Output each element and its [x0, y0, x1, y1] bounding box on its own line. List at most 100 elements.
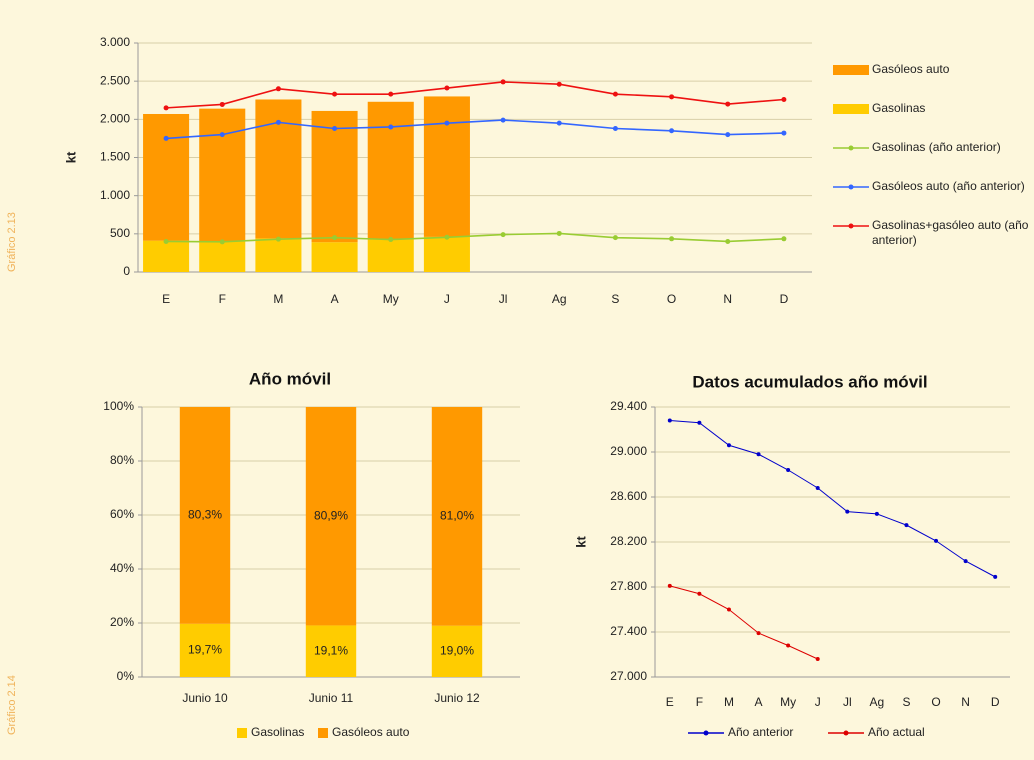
- line: [166, 81, 784, 109]
- marker: [993, 574, 998, 579]
- bar: [305, 625, 357, 677]
- legend-label: Gasóleos auto (año anterior): [872, 179, 1025, 193]
- marker: [332, 125, 338, 131]
- legend-item: Gasóleos auto (año anterior): [872, 179, 1025, 193]
- y-tick-label: 27.000: [610, 669, 647, 683]
- bar: [255, 238, 302, 272]
- bar: [179, 623, 231, 677]
- x-tick-label: N: [723, 292, 732, 306]
- marker: [163, 135, 169, 141]
- bar: [423, 236, 470, 272]
- legend-label: Año anterior: [728, 725, 793, 739]
- bar: [311, 110, 358, 243]
- marker: [556, 230, 562, 236]
- bar: [305, 407, 357, 626]
- data-label: 80,3%: [188, 508, 222, 522]
- marker: [500, 117, 506, 123]
- bar: [143, 240, 190, 272]
- line: [166, 119, 784, 140]
- legend-swatch: [833, 104, 869, 114]
- legend-marker: [703, 730, 709, 736]
- marker: [163, 238, 169, 244]
- marker: [219, 239, 225, 245]
- bar: [199, 108, 246, 242]
- y-axis-label: kt: [63, 151, 78, 163]
- legend-marker: [848, 145, 854, 151]
- bar: [179, 407, 231, 624]
- y-tick-label: 60%: [110, 507, 134, 521]
- legend-item: Gasolinas+gasóleo auto (año anterior): [872, 218, 1028, 247]
- chart-title: Datos acumulados año móvil: [692, 372, 927, 391]
- bar: [367, 101, 414, 240]
- x-tick-label: Ag: [870, 695, 885, 709]
- y-tick-label: 28.600: [610, 489, 647, 503]
- chart-title: Año móvil: [249, 369, 331, 388]
- marker: [388, 124, 394, 130]
- x-tick-label: M: [724, 695, 734, 709]
- marker: [669, 236, 675, 242]
- marker: [444, 85, 450, 91]
- marker: [904, 523, 909, 528]
- marker: [934, 538, 939, 543]
- marker: [725, 238, 731, 244]
- legend-item: Gasolinas: [872, 101, 926, 115]
- marker: [556, 120, 562, 126]
- y-tick-label: 20%: [110, 615, 134, 629]
- bar: [423, 96, 470, 237]
- marker: [781, 130, 787, 136]
- marker: [444, 234, 450, 240]
- marker: [815, 486, 820, 490]
- marker: [725, 132, 731, 138]
- y-tick-label: 29.000: [610, 444, 647, 458]
- bar: [367, 239, 414, 272]
- y-tick-label: 0%: [117, 669, 135, 683]
- x-tick-label: D: [780, 292, 789, 306]
- marker: [874, 511, 879, 516]
- line: [669, 585, 818, 660]
- legend-label: Gasolinas: [872, 101, 926, 115]
- x-tick-label: My: [383, 292, 399, 306]
- line: [166, 232, 784, 243]
- marker: [500, 79, 506, 85]
- x-tick-label: F: [219, 292, 226, 306]
- marker: [725, 101, 731, 107]
- marker: [500, 232, 506, 238]
- x-tick-label: Jl: [499, 292, 508, 306]
- bar: [311, 242, 358, 272]
- x-tick-label: M: [273, 292, 283, 306]
- marker: [781, 236, 787, 242]
- legend-label: Gasolinas (año anterior): [872, 140, 1001, 154]
- y-tick-label: 1.500: [100, 150, 130, 164]
- y-tick-label: 100%: [103, 399, 134, 413]
- legend-marker: [848, 184, 854, 190]
- marker: [756, 452, 761, 457]
- marker: [612, 235, 618, 241]
- marker: [726, 607, 731, 612]
- legend-label: Gasolinas: [251, 725, 304, 739]
- y-tick-label: 3.000: [100, 35, 130, 49]
- marker: [815, 657, 820, 661]
- x-tick-label: F: [696, 695, 703, 709]
- legend-item: Gasolinas (año anterior): [872, 140, 1001, 154]
- legend-swatch: [237, 728, 247, 738]
- y-tick-label: 0: [123, 264, 130, 278]
- x-tick-label: J: [444, 292, 450, 306]
- figure-label: Gráfico 2.13: [6, 212, 18, 272]
- legend-swatch: [318, 728, 328, 738]
- x-tick-label: Junio 12: [434, 691, 480, 705]
- marker: [219, 132, 225, 138]
- marker: [697, 420, 702, 425]
- marker: [219, 101, 225, 107]
- legend-marker: [848, 223, 854, 229]
- marker: [444, 120, 450, 126]
- y-tick-label: 80%: [110, 453, 134, 467]
- marker: [388, 91, 394, 97]
- x-tick-label: My: [780, 695, 796, 709]
- x-tick-label: A: [755, 695, 763, 709]
- marker: [332, 235, 338, 241]
- x-tick-label: E: [162, 292, 170, 306]
- x-tick-label: O: [667, 292, 676, 306]
- x-tick-label: A: [331, 292, 339, 306]
- marker: [163, 105, 169, 111]
